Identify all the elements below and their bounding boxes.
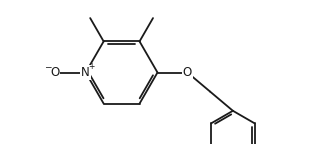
Text: O: O [183, 66, 192, 79]
Text: +: + [89, 62, 95, 71]
Text: O: O [50, 66, 59, 79]
Text: N: N [81, 66, 90, 79]
Text: −: − [44, 62, 52, 71]
